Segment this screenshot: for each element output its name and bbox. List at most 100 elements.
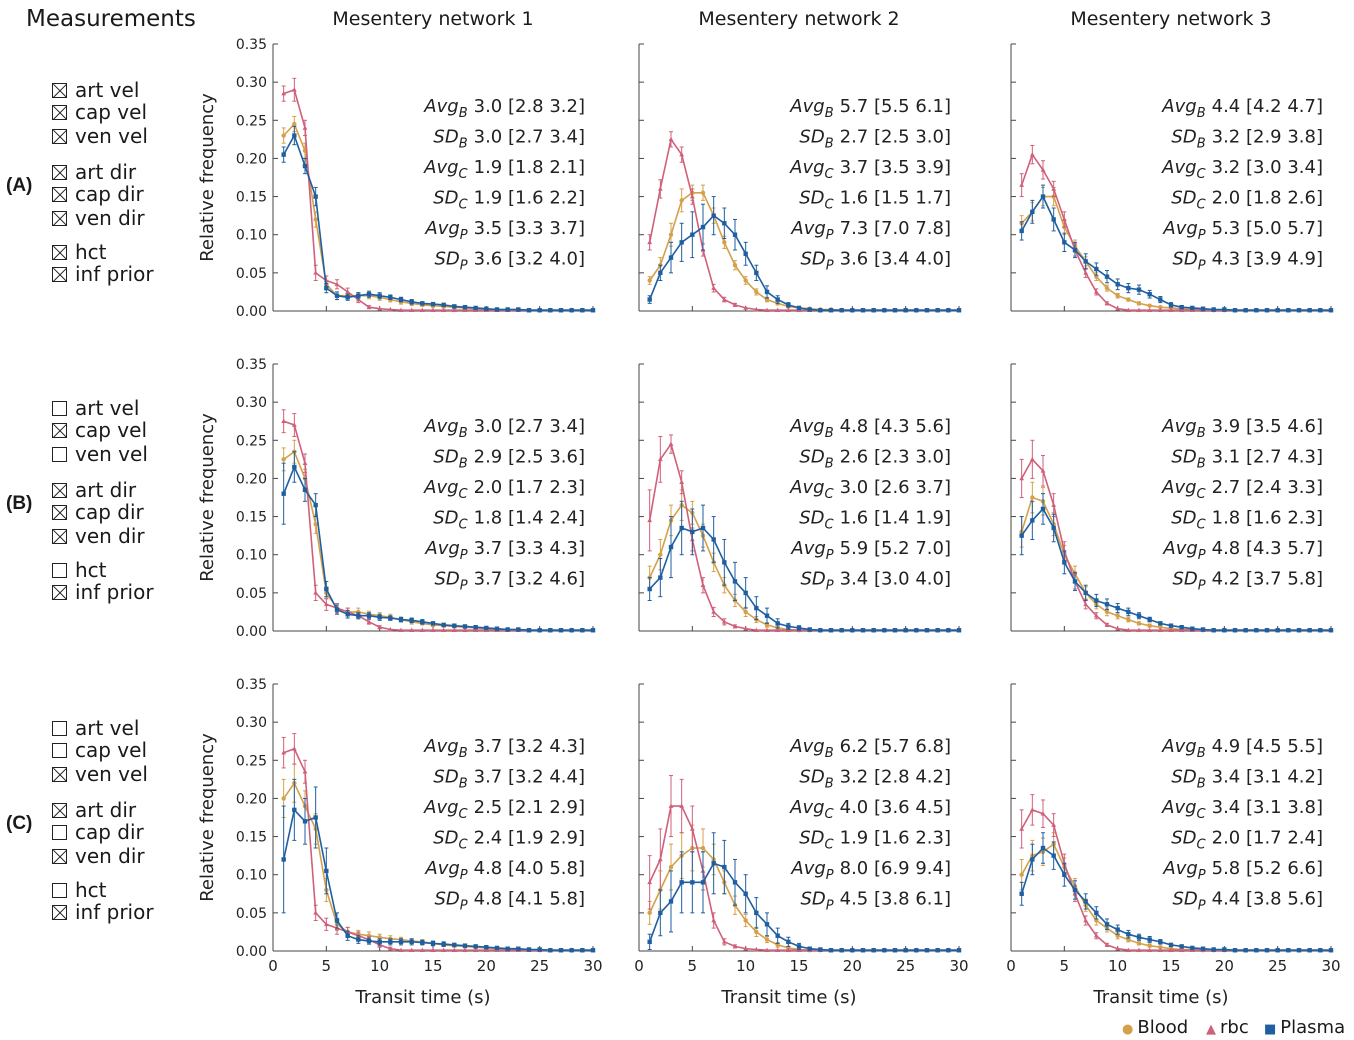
stat-value: 1.6 [1.4 1.9] bbox=[840, 508, 951, 529]
data-point bbox=[569, 308, 574, 313]
checked-box-icon[interactable] bbox=[52, 849, 67, 864]
data-point bbox=[775, 621, 780, 626]
measurement-checkbox[interactable]: art vel bbox=[52, 80, 139, 101]
stat-subscript: B bbox=[459, 777, 468, 792]
data-point bbox=[647, 939, 652, 945]
data-point bbox=[366, 619, 372, 624]
measurement-checkbox[interactable]: cap vel bbox=[52, 102, 147, 123]
data-point bbox=[345, 289, 351, 294]
y-tick-label: 0.05 bbox=[236, 266, 267, 282]
stat-value: 3.7 [3.2 4.6] bbox=[474, 569, 585, 590]
stat-value: 2.0 [1.7 2.3] bbox=[474, 477, 585, 498]
checked-box-icon[interactable] bbox=[52, 105, 67, 120]
data-point bbox=[526, 308, 532, 313]
stat-value: 4.5 [3.8 6.1] bbox=[840, 889, 951, 910]
x-tick-label: 0 bbox=[1006, 957, 1016, 975]
checked-box-icon[interactable] bbox=[52, 905, 67, 920]
data-point bbox=[786, 302, 791, 308]
checked-box-icon[interactable] bbox=[52, 803, 67, 818]
stat-value: 3.2 [3.0 3.4] bbox=[1212, 157, 1323, 178]
checked-box-icon[interactable] bbox=[52, 423, 67, 438]
stat-value: 4.2 [3.7 5.8] bbox=[1212, 569, 1323, 590]
data-point bbox=[1222, 947, 1227, 952]
data-point bbox=[1264, 948, 1270, 953]
checked-box-icon[interactable] bbox=[52, 767, 67, 782]
data-point bbox=[732, 880, 738, 885]
measurement-checkbox[interactable]: ven dir bbox=[52, 846, 145, 867]
data-point bbox=[473, 624, 478, 630]
data-point bbox=[1029, 152, 1035, 157]
checked-box-icon[interactable] bbox=[52, 129, 67, 144]
measurement-checkbox[interactable]: hct bbox=[52, 242, 107, 263]
data-point bbox=[345, 933, 350, 938]
measurement-checkbox[interactable]: cap vel bbox=[52, 420, 147, 441]
data-point bbox=[1157, 627, 1163, 633]
stat-annotation: AvgB 3.9 [3.5 4.6] bbox=[1161, 416, 1323, 441]
stat-symbol: SD bbox=[433, 828, 458, 849]
data-point bbox=[668, 899, 674, 904]
measurement-checkbox[interactable]: cap dir bbox=[52, 502, 144, 523]
measurement-checkbox[interactable]: cap vel bbox=[52, 740, 147, 761]
unchecked-box-icon[interactable] bbox=[52, 447, 67, 462]
measurement-checkbox[interactable]: ven vel bbox=[52, 126, 148, 147]
unchecked-box-icon[interactable] bbox=[52, 743, 67, 758]
checked-box-icon[interactable] bbox=[52, 529, 67, 544]
measurement-checkbox[interactable]: art dir bbox=[52, 162, 136, 183]
measurement-checkbox[interactable]: inf prior bbox=[52, 902, 154, 923]
measurement-checkbox[interactable]: inf prior bbox=[52, 582, 154, 603]
checked-box-icon[interactable] bbox=[52, 245, 67, 260]
measurement-checkbox[interactable]: ven dir bbox=[52, 526, 145, 547]
measurement-checkbox[interactable]: art vel bbox=[52, 398, 139, 419]
data-point bbox=[291, 87, 297, 92]
stat-value: 2.7 [2.4 3.3] bbox=[1212, 477, 1323, 498]
checked-box-icon[interactable] bbox=[52, 187, 67, 202]
unchecked-box-icon[interactable] bbox=[52, 563, 67, 578]
data-point bbox=[1062, 240, 1067, 245]
measurement-label: art vel bbox=[75, 78, 140, 102]
series-plasma bbox=[281, 125, 596, 313]
data-point bbox=[1136, 941, 1142, 946]
measurement-checkbox[interactable]: cap dir bbox=[52, 822, 144, 843]
measurement-checkbox[interactable]: inf prior bbox=[52, 264, 154, 285]
data-point bbox=[1019, 872, 1024, 877]
measurement-checkbox[interactable]: art dir bbox=[52, 800, 136, 821]
unchecked-box-icon[interactable] bbox=[52, 721, 67, 736]
x-tick-label: 10 bbox=[1108, 957, 1127, 975]
y-tick-label: 0.35 bbox=[236, 37, 267, 53]
stat-symbol: SD bbox=[1171, 188, 1196, 209]
checked-box-icon[interactable] bbox=[52, 585, 67, 600]
data-point bbox=[775, 947, 781, 953]
stat-value: 2.4 [1.9 2.9] bbox=[474, 828, 585, 849]
checked-box-icon[interactable] bbox=[52, 267, 67, 282]
stat-value: 4.4 [4.2 4.7] bbox=[1212, 96, 1323, 117]
measurement-checkbox[interactable]: hct bbox=[52, 880, 107, 901]
data-point bbox=[580, 308, 585, 313]
data-point bbox=[302, 460, 308, 465]
measurement-checkbox[interactable]: ven vel bbox=[52, 764, 148, 785]
stat-annotation: AvgC 1.9 [1.8 2.1] bbox=[423, 157, 585, 182]
data-point bbox=[1019, 533, 1024, 538]
checked-box-icon[interactable] bbox=[52, 165, 67, 180]
measurement-label: cap vel bbox=[75, 418, 148, 442]
checked-box-icon[interactable] bbox=[52, 211, 67, 226]
unchecked-box-icon[interactable] bbox=[52, 883, 67, 898]
data-point bbox=[754, 289, 759, 295]
checked-box-icon[interactable] bbox=[52, 505, 67, 520]
checked-box-icon[interactable] bbox=[52, 483, 67, 498]
unchecked-box-icon[interactable] bbox=[52, 401, 67, 416]
data-point bbox=[409, 947, 415, 953]
stat-subscript: P bbox=[460, 228, 468, 243]
checked-box-icon[interactable] bbox=[52, 83, 67, 98]
measurement-checkbox[interactable]: art dir bbox=[52, 480, 136, 501]
x-tick-label: 20 bbox=[1215, 957, 1234, 975]
measurement-label: cap dir bbox=[75, 182, 144, 206]
stat-symbol: SD bbox=[1172, 889, 1197, 910]
unchecked-box-icon[interactable] bbox=[52, 825, 67, 840]
stat-symbol: SD bbox=[1171, 508, 1196, 529]
measurement-checkbox[interactable]: art vel bbox=[52, 718, 139, 739]
measurement-checkbox[interactable]: ven dir bbox=[52, 208, 145, 229]
data-point bbox=[860, 948, 866, 953]
measurement-checkbox[interactable]: ven vel bbox=[52, 444, 148, 465]
measurement-checkbox[interactable]: cap dir bbox=[52, 184, 144, 205]
measurement-checkbox[interactable]: hct bbox=[52, 560, 107, 581]
